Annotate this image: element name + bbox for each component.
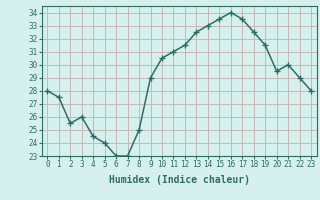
X-axis label: Humidex (Indice chaleur): Humidex (Indice chaleur) — [109, 175, 250, 185]
